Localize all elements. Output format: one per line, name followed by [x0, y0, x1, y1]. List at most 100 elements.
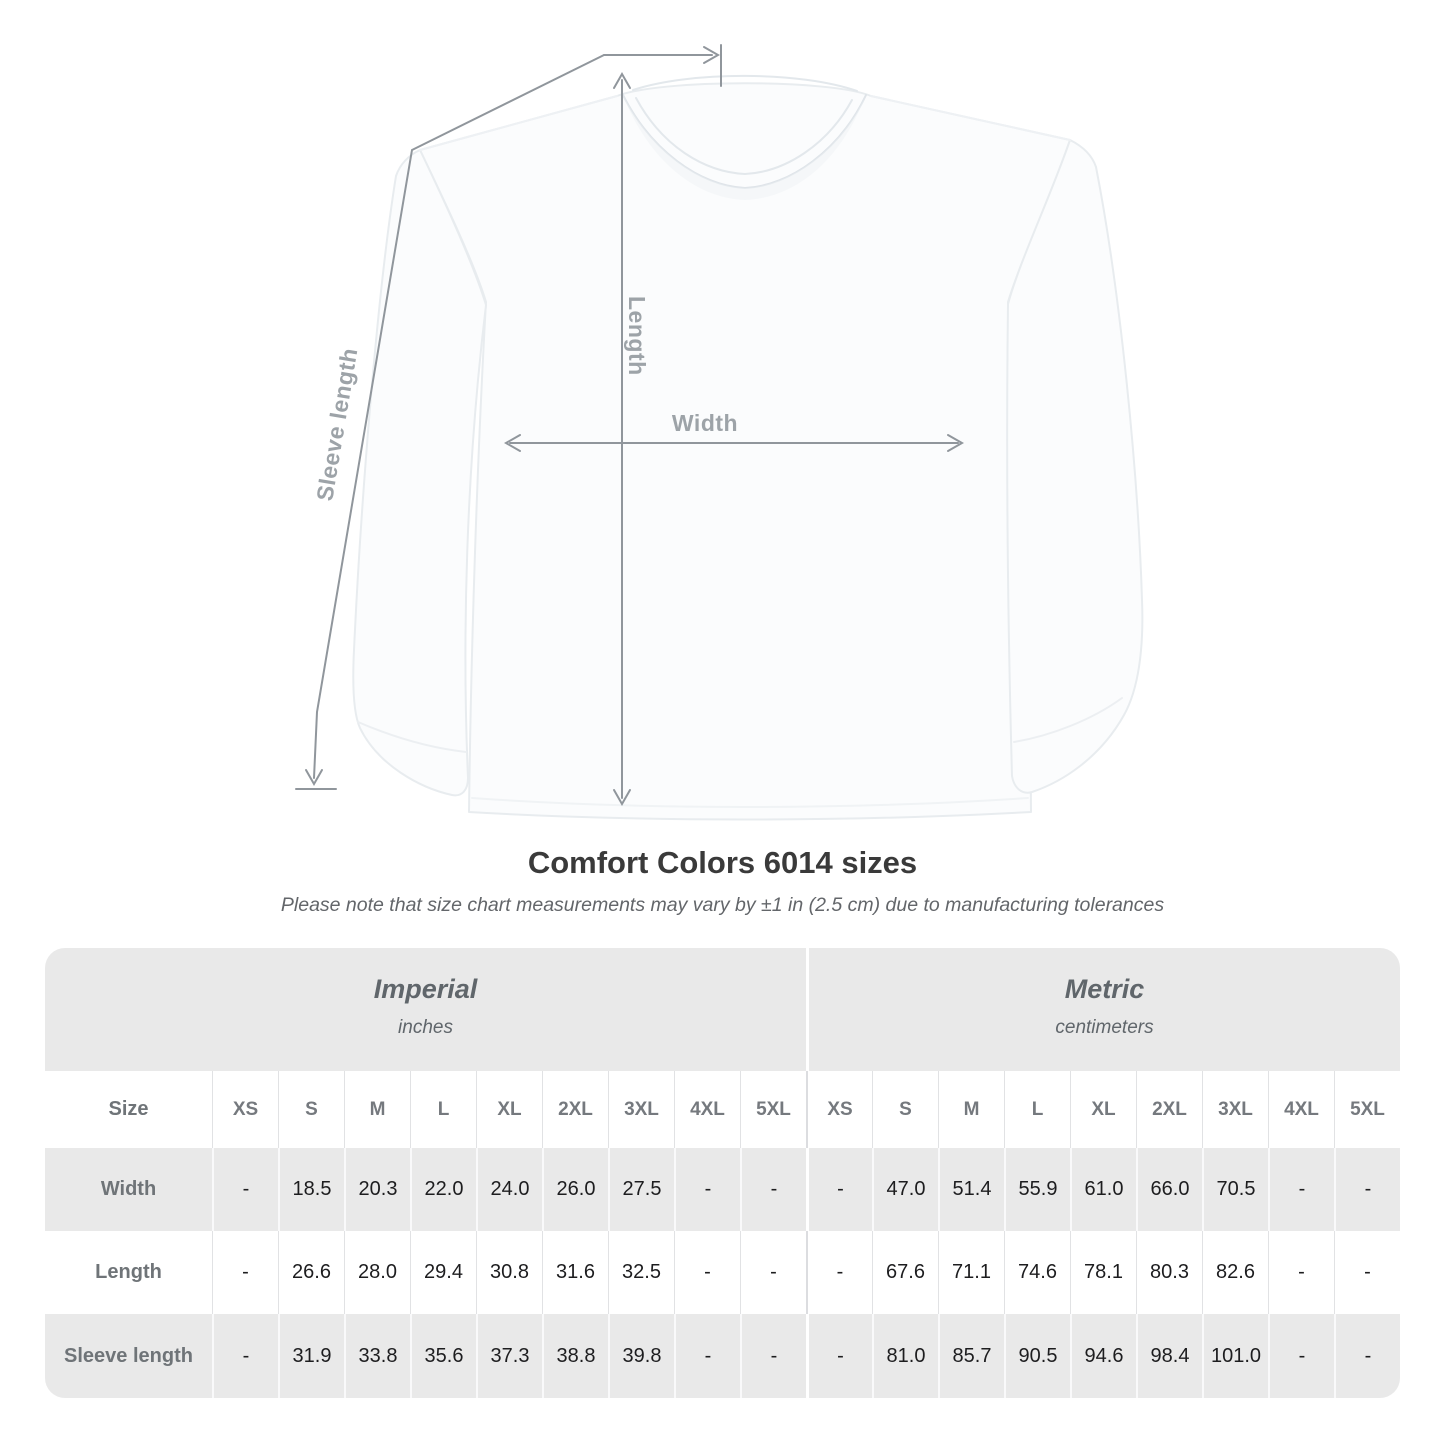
- page-title: Comfort Colors 6014 sizes: [527, 845, 918, 880]
- size-header-xl: XL: [1070, 1071, 1136, 1148]
- length-label: Length: [624, 296, 650, 376]
- value-cell: 51.4: [938, 1148, 1004, 1231]
- value-cell: 67.6: [872, 1231, 938, 1314]
- value-cell: -: [674, 1148, 740, 1231]
- value-cell: 78.1: [1070, 1231, 1136, 1314]
- size-header-2xl: 2XL: [542, 1071, 608, 1148]
- size-header-s: S: [872, 1071, 938, 1148]
- value-cell: 33.8: [344, 1314, 410, 1398]
- size-header-4xl: 4XL: [674, 1071, 740, 1148]
- size-header-3xl: 3XL: [1202, 1071, 1268, 1148]
- size-header-m: M: [938, 1071, 1004, 1148]
- value-cell: 66.0: [1136, 1148, 1202, 1231]
- value-cell: 30.8: [476, 1231, 542, 1314]
- row-label: Length: [45, 1231, 212, 1314]
- shirt-left-sleeve: [352, 149, 487, 797]
- shirt-measurement-diagram: Width Length Sleeve length: [295, 44, 1144, 821]
- row-label: Sleeve length: [45, 1314, 212, 1398]
- size-header-s: S: [278, 1071, 344, 1148]
- value-cell: -: [1268, 1148, 1334, 1231]
- size-column-header: Size: [45, 1071, 212, 1148]
- value-cell: 81.0: [872, 1314, 938, 1398]
- value-cell: 98.4: [1136, 1314, 1202, 1398]
- value-cell: 101.0: [1202, 1314, 1268, 1398]
- value-cell: -: [1268, 1231, 1334, 1314]
- value-cell: 47.0: [872, 1148, 938, 1231]
- value-cell: -: [740, 1231, 806, 1314]
- size-header-xl: XL: [476, 1071, 542, 1148]
- value-cell: -: [1334, 1148, 1400, 1231]
- collar-outer: [621, 92, 867, 189]
- hem-seam: [471, 797, 1029, 808]
- size-header-4xl: 4XL: [1268, 1071, 1334, 1148]
- value-cell: -: [1268, 1314, 1334, 1398]
- value-cell: 22.0: [410, 1148, 476, 1231]
- imperial-group-header: Imperial inches: [45, 948, 806, 1071]
- value-cell: 71.1: [938, 1231, 1004, 1314]
- value-cell: -: [212, 1231, 278, 1314]
- size-header-5xl: 5XL: [740, 1071, 806, 1148]
- value-cell: -: [674, 1314, 740, 1398]
- sleeve-arrow-bottom: [305, 769, 323, 787]
- value-cell: 39.8: [608, 1314, 674, 1398]
- shirt-illustration: [352, 74, 1144, 821]
- collar-shadow: [622, 93, 866, 200]
- value-cell: 80.3: [1136, 1231, 1202, 1314]
- value-cell: 38.8: [542, 1314, 608, 1398]
- value-cell: 70.5: [1202, 1148, 1268, 1231]
- shoulder-offset-arrow: [703, 46, 721, 64]
- size-header-5xl: 5XL: [1334, 1071, 1400, 1148]
- value-cell: 18.5: [278, 1148, 344, 1231]
- value-cell: 35.6: [410, 1314, 476, 1398]
- size-header-xs: XS: [806, 1071, 872, 1148]
- value-cell: -: [740, 1148, 806, 1231]
- collar-back: [632, 74, 858, 92]
- value-cell: 29.4: [410, 1231, 476, 1314]
- shirt-right-sleeve: [1006, 139, 1144, 794]
- value-cell: 26.6: [278, 1231, 344, 1314]
- size-header-3xl: 3XL: [608, 1071, 674, 1148]
- shoulder-seams: [419, 95, 1071, 151]
- unit-group-unit: inches: [398, 1017, 453, 1038]
- value-cell: 94.6: [1070, 1314, 1136, 1398]
- collar-inner: [635, 97, 853, 175]
- value-cell: 85.7: [938, 1314, 1004, 1398]
- value-cell: 55.9: [1004, 1148, 1070, 1231]
- value-cell: 27.5: [608, 1148, 674, 1231]
- value-cell: 37.3: [476, 1314, 542, 1398]
- width-arrow-left: [503, 434, 521, 452]
- left-cuff-seam: [357, 721, 467, 753]
- row-label: Width: [45, 1148, 212, 1231]
- value-cell: -: [674, 1231, 740, 1314]
- value-cell: -: [806, 1231, 872, 1314]
- value-cell: -: [740, 1314, 806, 1398]
- size-chart-table: Imperial inches Metric centimeters Size XS S M L…: [45, 948, 1400, 1398]
- value-cell: 32.5: [608, 1231, 674, 1314]
- size-header-xs: XS: [212, 1071, 278, 1148]
- value-cell: 31.6: [542, 1231, 608, 1314]
- size-header-2xl: 2XL: [1136, 1071, 1202, 1148]
- unit-group-unit: centimeters: [1055, 1017, 1154, 1038]
- value-cell: 26.0: [542, 1148, 608, 1231]
- sleeve-length-label: Sleeve length: [311, 346, 362, 503]
- value-cell: -: [212, 1314, 278, 1398]
- unit-group-name: Metric: [1064, 974, 1145, 1004]
- right-cuff-seam: [1013, 697, 1123, 743]
- value-cell: -: [1334, 1314, 1400, 1398]
- size-chart-grid: Imperial inches Metric centimeters Size XS S M L…: [45, 948, 1400, 1398]
- value-cell: -: [806, 1314, 872, 1398]
- measurement-lines: [295, 44, 965, 807]
- value-cell: 24.0: [476, 1148, 542, 1231]
- width-label: Width: [672, 410, 738, 436]
- value-cell: 90.5: [1004, 1314, 1070, 1398]
- tolerance-note: Please note that size chart measurements…: [280, 894, 1165, 916]
- value-cell: -: [806, 1148, 872, 1231]
- width-arrow-right: [947, 434, 965, 452]
- value-cell: 31.9: [278, 1314, 344, 1398]
- value-cell: -: [1334, 1231, 1400, 1314]
- value-cell: 74.6: [1004, 1231, 1070, 1314]
- sleeve-dimension-line: [313, 54, 605, 779]
- size-header-m: M: [344, 1071, 410, 1148]
- value-cell: -: [212, 1148, 278, 1231]
